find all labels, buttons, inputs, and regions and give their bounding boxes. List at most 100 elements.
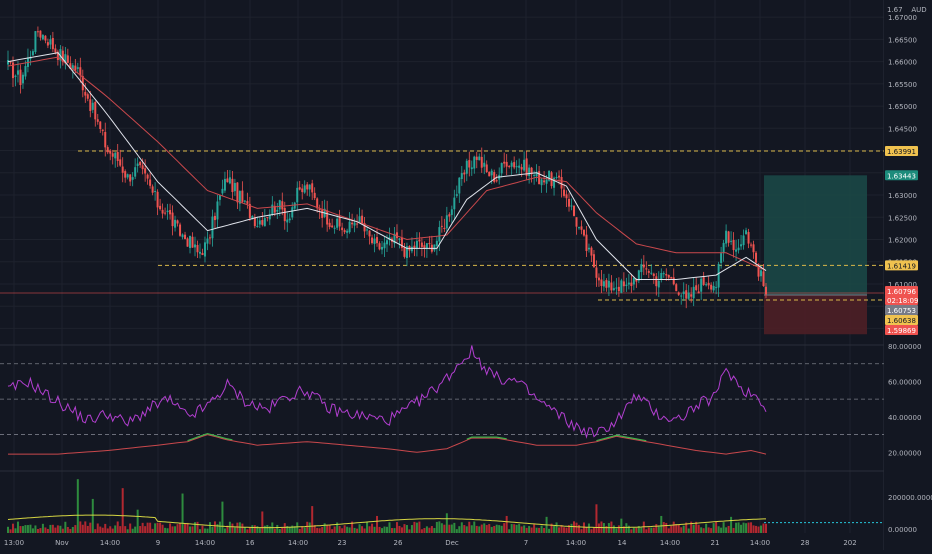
rsi-green-segment <box>466 436 507 440</box>
volume-bar <box>762 523 765 533</box>
price-badge-entry <box>885 305 918 315</box>
volume-bar <box>151 528 154 533</box>
candle-body <box>381 246 384 250</box>
candle-body <box>745 230 748 235</box>
candle-body <box>627 282 630 285</box>
candle-body <box>313 192 316 199</box>
volume-bar <box>565 527 568 533</box>
candle-body <box>535 171 538 177</box>
ma-fast-line <box>7 52 767 280</box>
candle-body <box>508 165 511 167</box>
candle-body <box>101 129 104 131</box>
volume-bar <box>124 526 127 533</box>
candle-body <box>585 234 588 251</box>
candle-body <box>251 215 254 219</box>
volume-bar <box>248 526 251 533</box>
candle-body <box>605 280 608 288</box>
candle-body <box>378 243 381 250</box>
candle-body <box>398 238 401 240</box>
time-tick-label: 14:00 <box>288 539 308 547</box>
candle-body <box>64 54 67 64</box>
volume-bar <box>490 526 493 533</box>
candle-body <box>458 177 461 194</box>
volume-bar <box>288 526 291 533</box>
candle-body <box>475 156 478 160</box>
volume-bar <box>530 527 533 533</box>
candle-body <box>181 234 184 238</box>
volume-bar <box>303 527 306 533</box>
candle-body <box>159 205 162 210</box>
volume-bar <box>615 528 618 533</box>
candle-body <box>76 67 79 69</box>
candle-body <box>632 277 635 285</box>
candle-body <box>440 225 443 227</box>
volume-bar <box>735 522 738 533</box>
volume-bar <box>505 515 508 533</box>
candle-body <box>425 243 428 249</box>
candle-body <box>228 177 231 184</box>
candle-body <box>146 174 149 179</box>
price-axis-background <box>884 0 932 550</box>
candle-body <box>670 277 673 279</box>
position-zones <box>764 175 867 335</box>
volume-bar <box>71 526 74 533</box>
rsi-tick-label: 40.00000 <box>888 414 921 422</box>
volume-bar <box>186 522 189 533</box>
candle-body <box>89 99 92 111</box>
rsi-green-segment <box>187 432 233 442</box>
volume-bar <box>715 521 718 533</box>
volume-bar <box>528 526 531 533</box>
volume-bar <box>184 523 187 533</box>
volume-bar <box>662 522 665 533</box>
candle-body <box>577 227 580 229</box>
price-tick-label: 1.67000 <box>888 14 917 22</box>
candle-body <box>203 242 206 257</box>
candle-body <box>41 34 44 40</box>
price-tick-label: 1.62500 <box>888 214 917 222</box>
volume-bar <box>176 524 179 533</box>
volume-bar <box>485 525 488 533</box>
candle-body <box>597 277 600 281</box>
candle-body <box>206 238 209 244</box>
candle-body <box>383 242 386 249</box>
volume-bar <box>617 525 620 533</box>
volume-bar <box>597 523 600 533</box>
volume-bar <box>468 521 471 533</box>
rsi-line <box>7 345 767 439</box>
volume-bar <box>712 523 715 533</box>
price-badge-target <box>885 170 918 181</box>
volume-bar <box>129 523 132 533</box>
candle-body <box>9 61 12 63</box>
candle-body <box>218 194 221 200</box>
volume-bar <box>737 522 740 533</box>
candle-body <box>19 69 22 85</box>
volume-bar <box>415 522 418 533</box>
volume-bar <box>104 523 107 533</box>
candle-body <box>96 119 99 122</box>
volume-bar <box>568 525 571 533</box>
candle-body <box>528 167 531 176</box>
candle-body <box>590 247 593 256</box>
volume-bar <box>233 527 236 533</box>
volume-bar <box>171 526 174 533</box>
volume-bar <box>131 528 134 533</box>
candle-body <box>253 217 256 227</box>
volume-bar <box>483 523 486 533</box>
rsi-tick-label: 20.00000 <box>888 449 921 457</box>
candle-body <box>410 246 413 252</box>
volume-bar <box>26 525 29 533</box>
candle-body <box>201 252 204 255</box>
candle-body <box>602 281 605 287</box>
candle-body <box>697 291 700 294</box>
candle-body <box>149 179 152 186</box>
candle-body <box>198 251 201 254</box>
volume-bar <box>498 525 501 533</box>
candle-body <box>455 194 458 196</box>
candle-body <box>134 167 137 177</box>
volume-bar <box>286 526 289 533</box>
candle-body <box>530 167 533 175</box>
rsi-tick-label: 60.00000 <box>888 378 921 386</box>
candle-body <box>438 227 441 242</box>
candle-body <box>141 165 144 170</box>
